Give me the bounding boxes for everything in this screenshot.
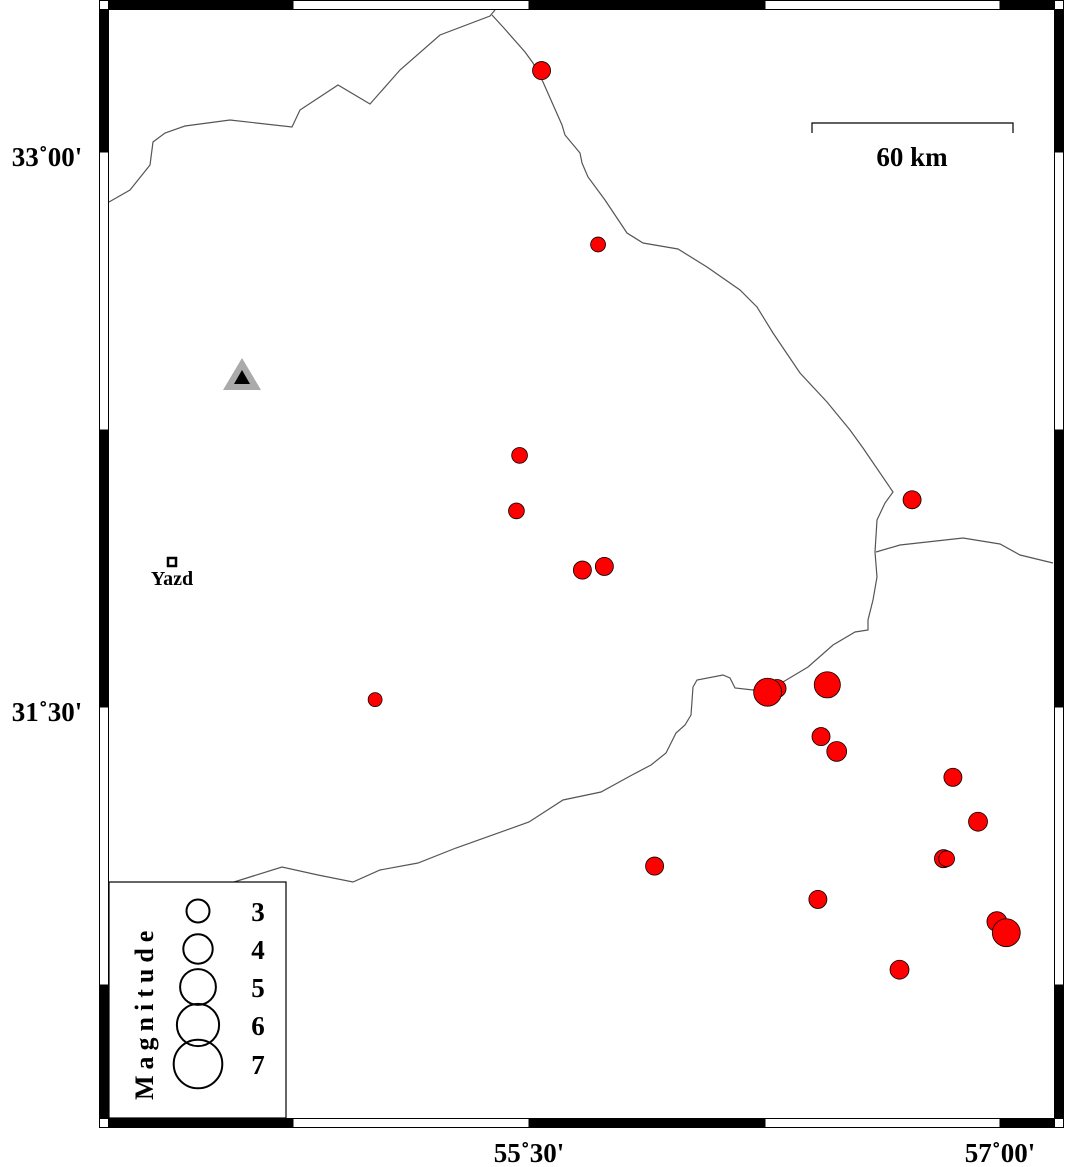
legend-magnitude-label: 4 bbox=[251, 935, 265, 965]
y-tick-label-33-00: 33˚00' bbox=[12, 142, 83, 172]
legend-magnitude-label: 7 bbox=[251, 1050, 265, 1080]
city-yazd: Yazd bbox=[151, 556, 193, 590]
y-tick-label-31-30: 31˚30' bbox=[12, 697, 83, 727]
scale-bar-label: 60 km bbox=[876, 142, 948, 172]
frame-segment bbox=[99, 429, 109, 708]
legend-magnitude-circle bbox=[175, 1002, 221, 1048]
frame-segment bbox=[99, 151, 109, 431]
earthquake-event bbox=[590, 236, 606, 253]
earthquake-event bbox=[572, 560, 592, 580]
frame-segment bbox=[108, 1118, 294, 1128]
frame-corner bbox=[99, 1118, 109, 1128]
earthquake-event bbox=[753, 677, 783, 707]
frame-segment bbox=[1054, 151, 1064, 431]
map-frame bbox=[99, 0, 1064, 1128]
frame-segment bbox=[108, 0, 294, 10]
frame-segment bbox=[999, 1118, 1055, 1128]
legend-title: Magnitude bbox=[130, 925, 159, 1100]
earthquake-event bbox=[808, 889, 828, 909]
legend-magnitude-circle bbox=[182, 933, 214, 965]
earthquake-event bbox=[594, 556, 614, 576]
boundary-north bbox=[108, 9, 894, 883]
frame-segment bbox=[764, 0, 1001, 10]
frame-segment bbox=[528, 1118, 766, 1128]
scale-bar-line bbox=[811, 122, 1014, 133]
earthquake-event bbox=[811, 727, 831, 747]
city-square-icon bbox=[166, 556, 178, 568]
legend-magnitude-circle bbox=[185, 898, 211, 924]
x-tick-label-55-30: 55˚30' bbox=[494, 1138, 565, 1167]
earthquake-events bbox=[367, 61, 1021, 980]
legend: Magnitude 3 4 5 6 7 bbox=[108, 881, 287, 1119]
frame-segment bbox=[99, 9, 109, 153]
earthquake-event bbox=[532, 61, 551, 81]
legend-magnitude-label: 5 bbox=[251, 973, 265, 1003]
frame-segment bbox=[1054, 429, 1064, 708]
earthquake-event bbox=[511, 447, 528, 464]
earthquake-event bbox=[902, 490, 922, 510]
station-marker bbox=[223, 358, 261, 390]
earthquake-event bbox=[938, 850, 955, 867]
earthquake-event bbox=[508, 502, 525, 520]
frame-segment bbox=[292, 1118, 530, 1128]
frame-corner bbox=[99, 0, 109, 10]
earthquake-event bbox=[367, 692, 383, 707]
legend-magnitude-circle bbox=[172, 1038, 224, 1090]
station-triangle-inner-icon bbox=[234, 370, 250, 384]
x-tick-label-57-00: 57˚00' bbox=[965, 1138, 1036, 1167]
earthquake-event bbox=[943, 767, 963, 787]
frame-segment bbox=[528, 0, 766, 10]
frame-segment bbox=[1054, 9, 1064, 153]
frame-segment bbox=[999, 0, 1055, 10]
province-boundaries bbox=[108, 9, 1054, 883]
earthquake-event bbox=[991, 918, 1021, 948]
frame-segment bbox=[1054, 984, 1064, 1119]
frame-corner bbox=[1054, 1118, 1064, 1128]
legend-box bbox=[108, 881, 287, 1119]
scale-bar: 60 km bbox=[811, 122, 1014, 172]
legend-magnitude-label: 6 bbox=[251, 1011, 265, 1041]
city-label: Yazd bbox=[151, 568, 193, 590]
boundary-east bbox=[875, 537, 1054, 564]
frame-segment bbox=[764, 1118, 1001, 1128]
legend-magnitude-label: 3 bbox=[251, 897, 265, 927]
frame-segment bbox=[292, 0, 530, 10]
earthquake-event bbox=[889, 959, 910, 980]
frame-corner bbox=[1054, 0, 1064, 10]
earthquake-event bbox=[645, 856, 665, 876]
frame-segment bbox=[99, 706, 109, 986]
earthquake-event bbox=[813, 671, 841, 699]
earthquake-event bbox=[826, 741, 848, 762]
frame-segment bbox=[1054, 706, 1064, 986]
earthquake-event bbox=[968, 811, 988, 832]
frame-segment bbox=[99, 984, 109, 1119]
